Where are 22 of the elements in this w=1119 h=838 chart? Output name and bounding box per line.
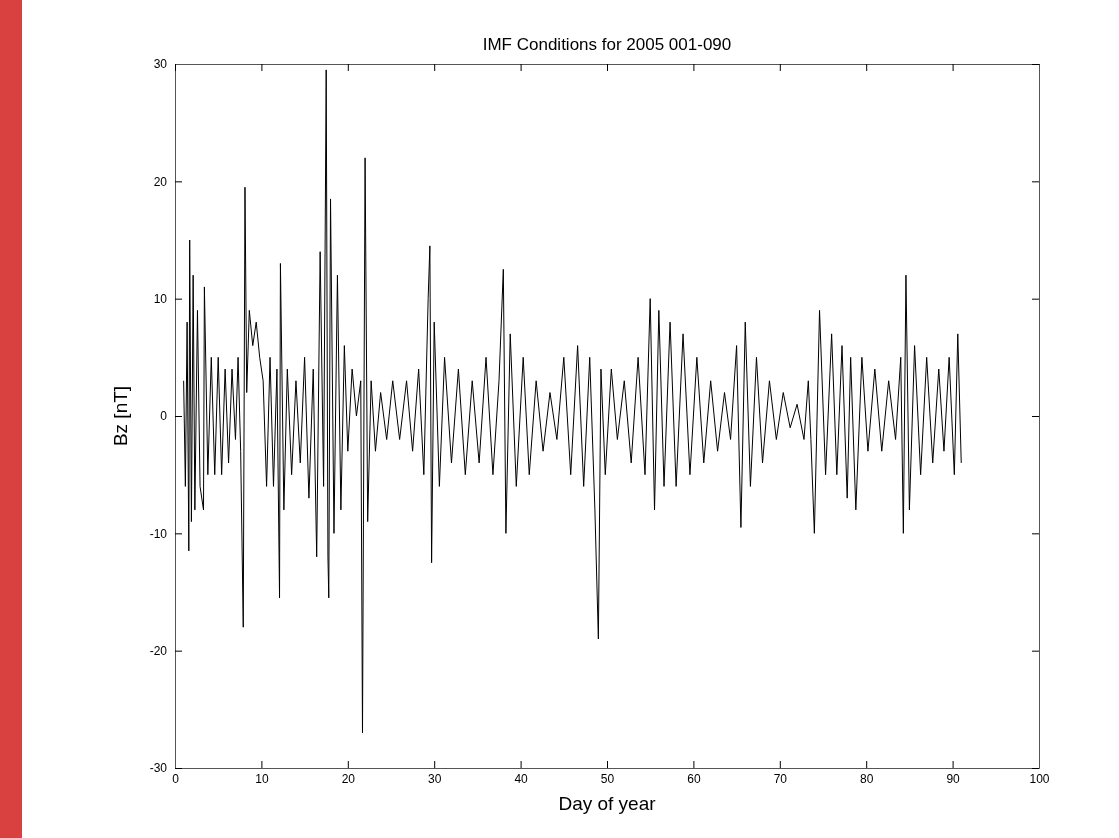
y-tick-label: 20	[153, 174, 168, 189]
y-tick-label: -10	[149, 526, 168, 541]
x-tick-label: 80	[860, 771, 874, 786]
y-tick-label: -30	[149, 761, 168, 776]
x-tick-label: 0	[172, 771, 180, 786]
chart-title: IMF Conditions for 2005 001-090	[482, 35, 732, 54]
y-tick-label: 0	[160, 409, 168, 424]
x-tick-label: 40	[514, 771, 529, 786]
y-axis-title: Bz [nT]	[110, 385, 131, 447]
x-tick-label: 30	[428, 771, 442, 786]
x-axis-title: Day of year	[558, 793, 657, 814]
y-tick-label: 30	[153, 57, 168, 72]
line-series	[183, 69, 962, 734]
x-tick-label: 20	[341, 771, 356, 786]
x-tick-label: 10	[255, 771, 269, 786]
y-tick-label: 10	[153, 292, 168, 307]
y-tick-label: -20	[149, 644, 168, 659]
x-tick-label: 50	[600, 771, 615, 786]
x-tick-label: 90	[946, 771, 961, 786]
x-tick-label: 100	[1029, 771, 1050, 786]
x-tick-label: 60	[687, 771, 701, 786]
x-tick-label: 70	[773, 771, 788, 786]
